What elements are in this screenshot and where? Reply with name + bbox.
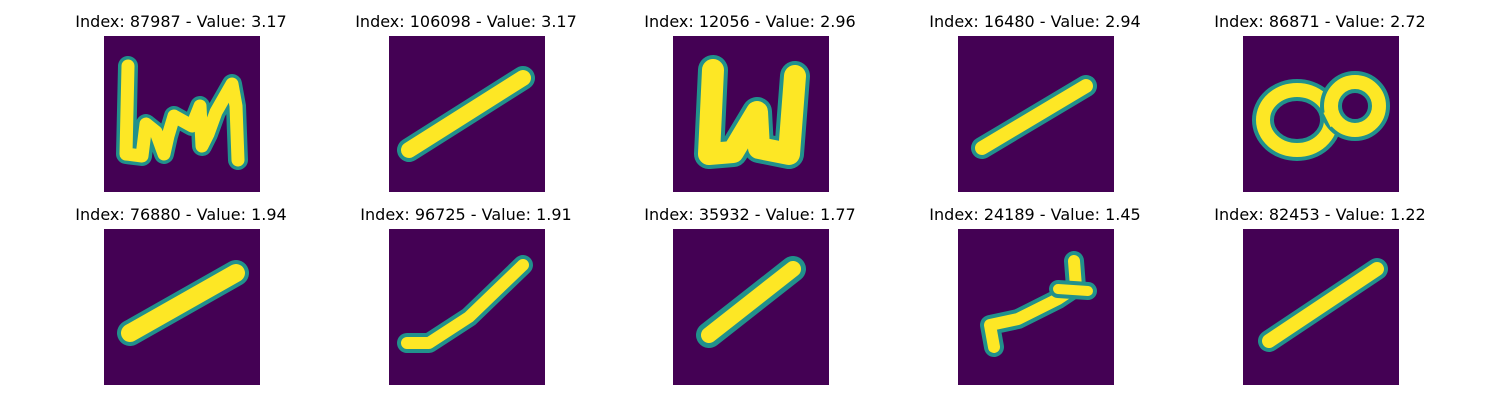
panel-title: Index: 87987 - Value: 3.17 — [75, 12, 287, 31]
image-panel-8: Index: 35932 - Value: 1.77 — [620, 205, 880, 395]
image-panel-9: Index: 24189 - Value: 1.45 — [905, 205, 1165, 395]
panel-title: Index: 86871 - Value: 2.72 — [1214, 12, 1426, 31]
image-panel-3: Index: 12056 - Value: 2.96 — [620, 12, 880, 202]
digit-image — [389, 36, 545, 192]
digit-image — [958, 36, 1114, 192]
image-panel-6: Index: 76880 - Value: 1.94 — [51, 205, 311, 395]
image-panel-2: Index: 106098 - Value: 3.17 — [336, 12, 596, 202]
image-panel-7: Index: 96725 - Value: 1.91 — [336, 205, 596, 395]
panel-title: Index: 82453 - Value: 1.22 — [1214, 205, 1426, 224]
image-panel-10: Index: 82453 - Value: 1.22 — [1190, 205, 1450, 395]
panel-title: Index: 12056 - Value: 2.96 — [644, 12, 856, 31]
digit-image — [1243, 229, 1399, 385]
image-panel-4: Index: 16480 - Value: 2.94 — [905, 12, 1165, 202]
digit-image — [1243, 36, 1399, 192]
panel-title: Index: 24189 - Value: 1.45 — [929, 205, 1141, 224]
digit-image — [673, 36, 829, 192]
panel-title: Index: 96725 - Value: 1.91 — [360, 205, 572, 224]
panel-title: Index: 106098 - Value: 3.17 — [355, 12, 577, 31]
image-panel-5: Index: 86871 - Value: 2.72 — [1190, 12, 1450, 202]
digit-image — [673, 229, 829, 385]
panel-title: Index: 76880 - Value: 1.94 — [75, 205, 287, 224]
digit-image — [389, 229, 545, 385]
digit-image — [958, 229, 1114, 385]
digit-image — [104, 229, 260, 385]
image-panel-1: Index: 87987 - Value: 3.17 — [51, 12, 311, 202]
digit-image — [104, 36, 260, 192]
panel-title: Index: 16480 - Value: 2.94 — [929, 12, 1141, 31]
panel-title: Index: 35932 - Value: 1.77 — [644, 205, 856, 224]
